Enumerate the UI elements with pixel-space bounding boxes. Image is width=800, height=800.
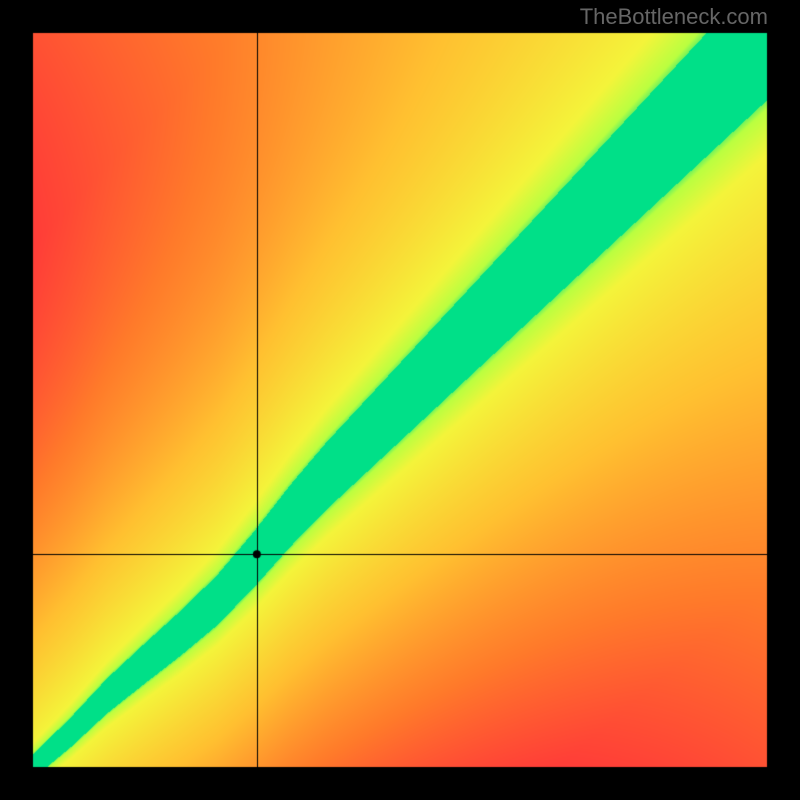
bottleneck-heatmap: [0, 0, 800, 800]
chart-container: TheBottleneck.com: [0, 0, 800, 800]
watermark-text: TheBottleneck.com: [580, 4, 768, 30]
